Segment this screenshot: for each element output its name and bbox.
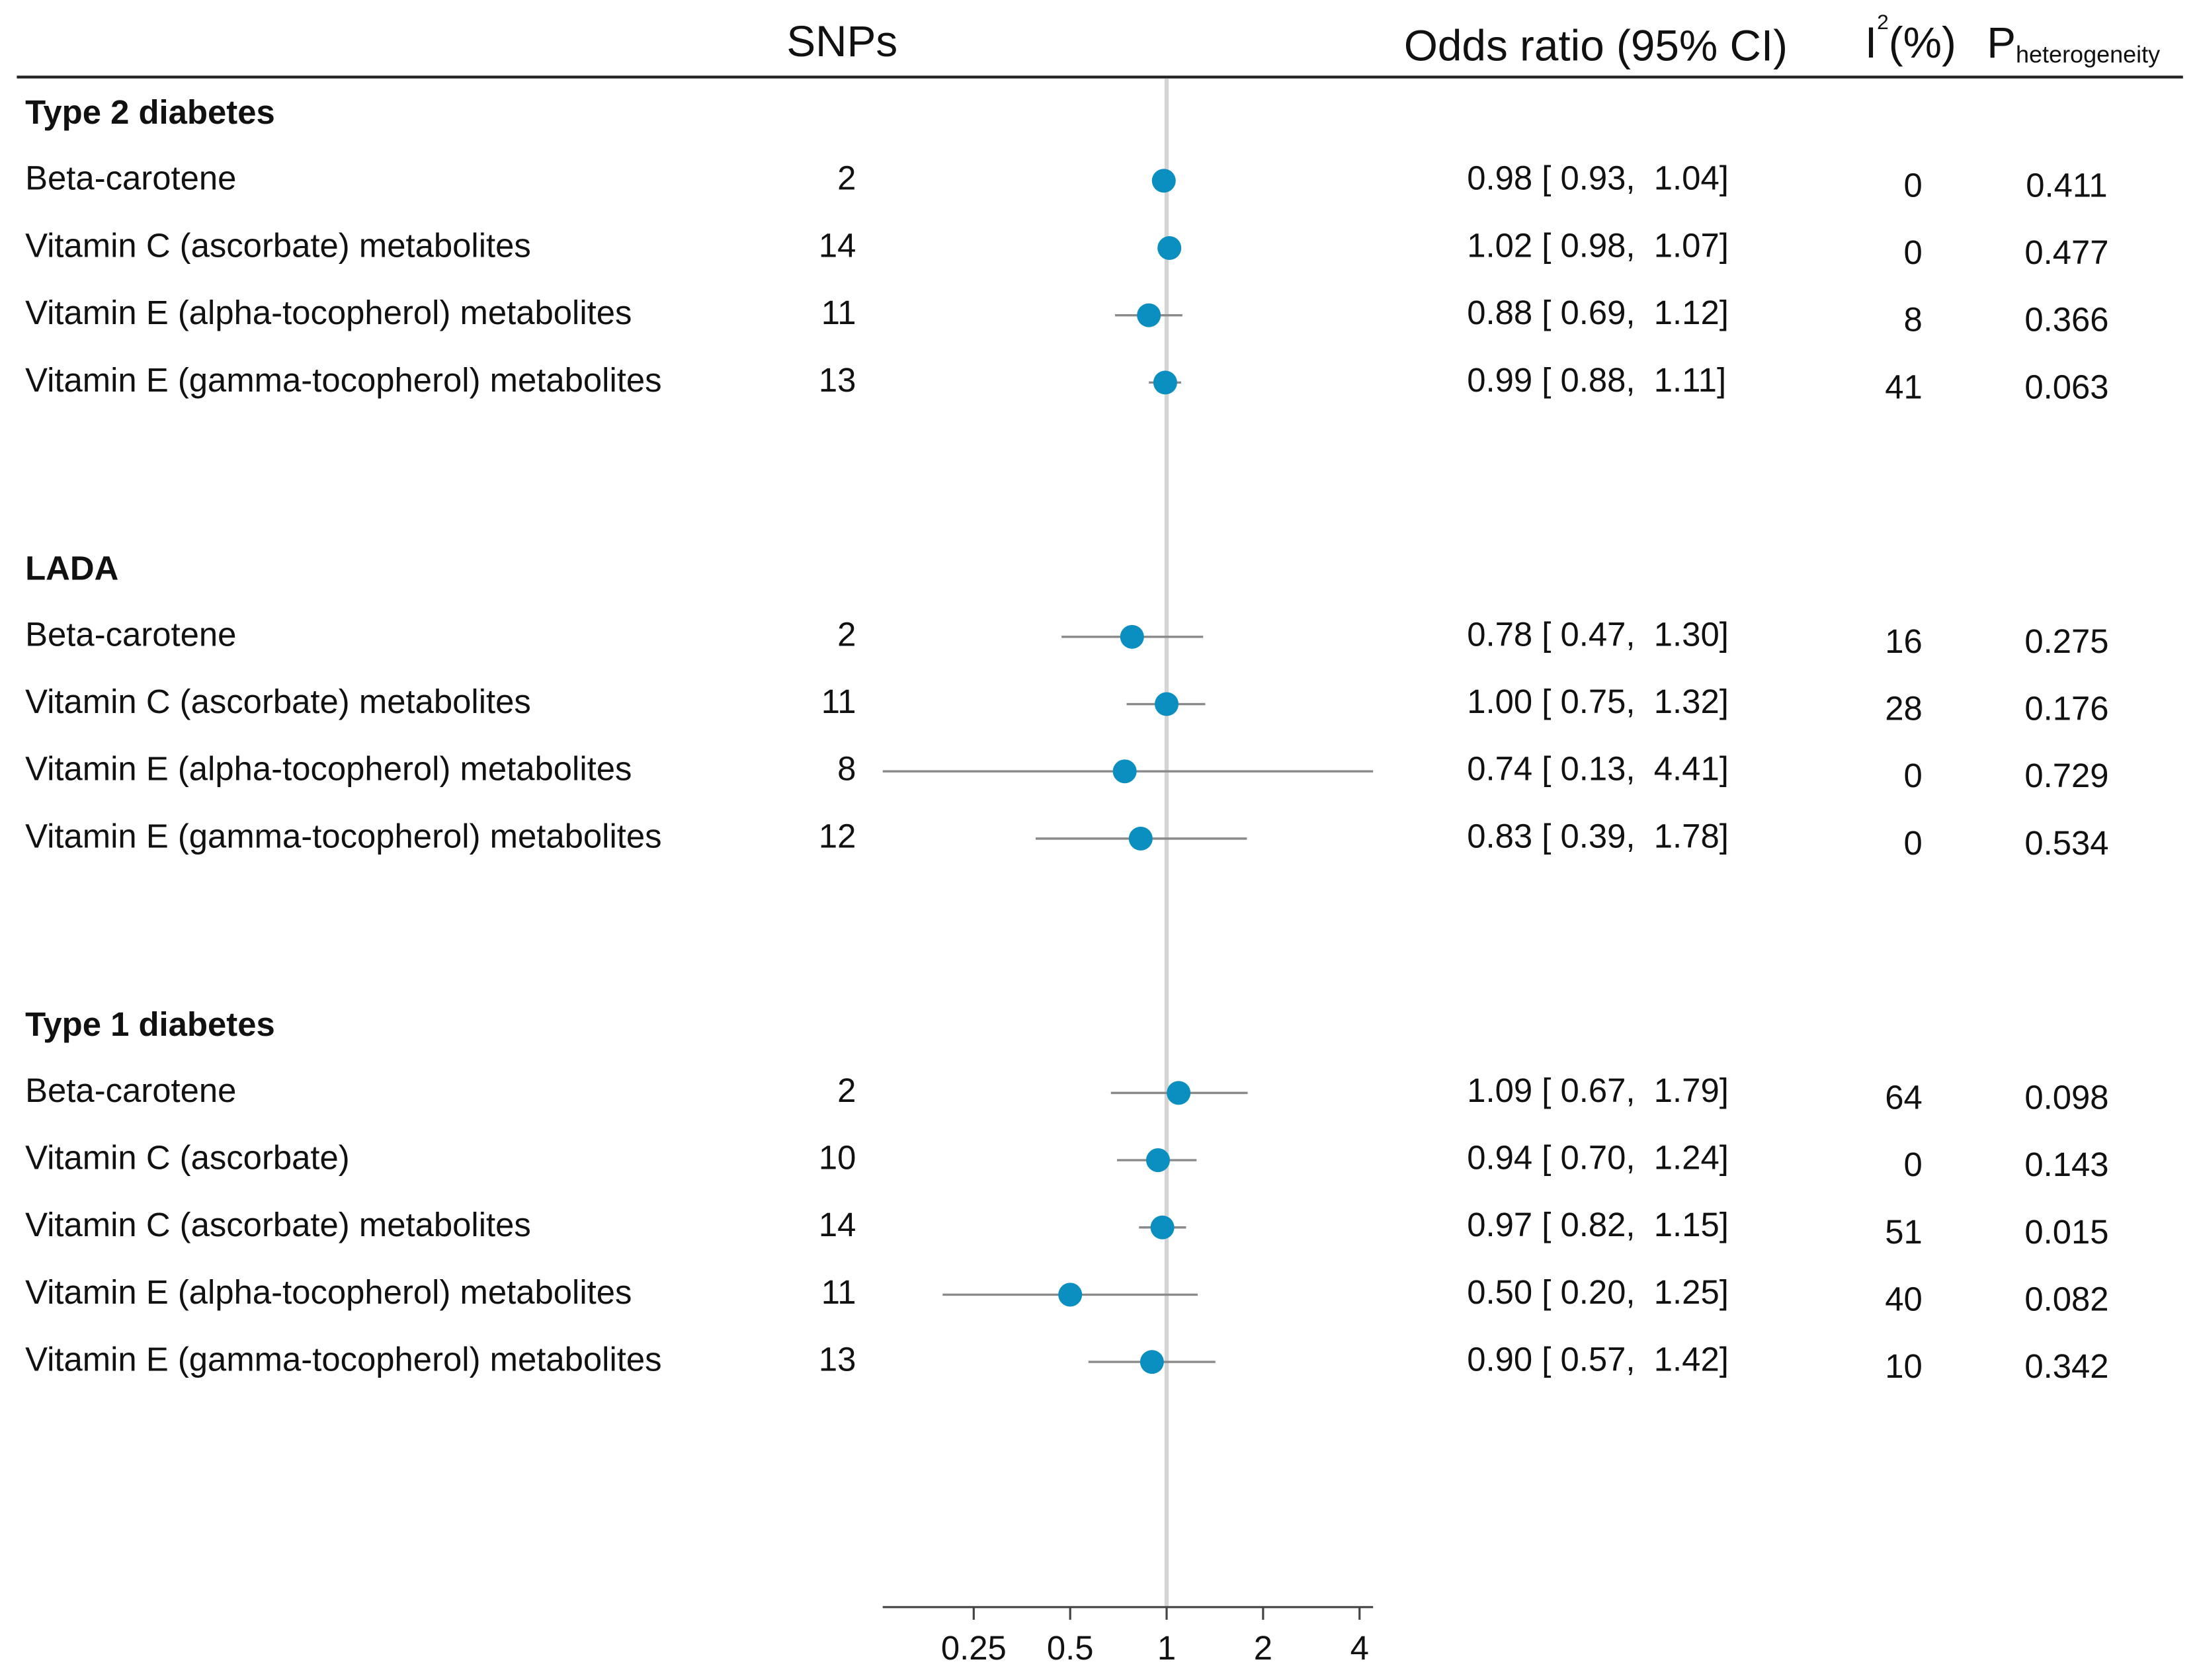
p-het: 0.143 [2024, 1146, 2108, 1183]
point-estimate [1167, 1081, 1191, 1105]
i2: 0 [1903, 757, 1922, 794]
point-estimate [1153, 370, 1177, 395]
point-estimate [1155, 692, 1179, 716]
or-header: Odds ratio (95% CI) [1404, 21, 1788, 69]
p-het: 0.477 [2024, 233, 2108, 271]
p-het: 0.411 [2026, 166, 2107, 204]
p-het: 0.275 [2024, 622, 2108, 660]
row-label: Vitamin C (ascorbate) metabolites [25, 1206, 531, 1243]
point-estimate [1128, 826, 1153, 851]
p-het: 0.366 [2024, 301, 2108, 339]
snps: 2 [837, 159, 856, 197]
point-estimate [1145, 1148, 1171, 1173]
ci-label: 0.50 [ 0.20, 1.25] [1467, 1273, 1729, 1311]
p-base: P [1987, 19, 2016, 67]
x-tick-label: 0.5 [1047, 1629, 1094, 1667]
i2: 28 [1885, 690, 1923, 728]
row-label: Vitamin C (ascorbate) metabolites [25, 683, 531, 720]
p-het: 0.176 [2024, 690, 2108, 728]
i2: 51 [1885, 1213, 1923, 1251]
i2: 8 [1903, 301, 1922, 339]
i2: 10 [1885, 1347, 1923, 1385]
ci-label: 1.00 [ 0.75, 1.32] [1467, 683, 1729, 720]
ci-label: 0.88 [ 0.69, 1.12] [1467, 294, 1729, 331]
p-het: 0.534 [2024, 824, 2108, 862]
snps: 11 [821, 683, 856, 720]
snps: 11 [821, 294, 856, 331]
i2-base: I [1865, 19, 1877, 67]
i2: 40 [1885, 1280, 1923, 1318]
point-estimate [1120, 624, 1144, 649]
ci-label: 1.09 [ 0.67, 1.79] [1467, 1071, 1729, 1109]
ci-label: 0.98 [ 0.93, 1.04] [1467, 159, 1729, 197]
group-title: LADA [25, 550, 118, 587]
ci-label: 0.94 [ 0.70, 1.24] [1467, 1139, 1729, 1177]
snps: 2 [837, 1071, 856, 1109]
snps: 10 [819, 1139, 856, 1177]
row-label: Vitamin E (gamma-tocopherol) metabolites [25, 1341, 661, 1378]
row-label: Beta-carotene [25, 159, 236, 197]
snps: 8 [837, 750, 856, 788]
i2: 16 [1885, 622, 1923, 660]
ci-label: 0.74 [ 0.13, 4.41] [1467, 750, 1729, 788]
row-label: Vitamin E (alpha-tocopherol) metabolites [25, 294, 632, 331]
row-label: Vitamin C (ascorbate) [25, 1139, 350, 1177]
i2: 41 [1885, 368, 1923, 405]
x-tick-label: 1 [1157, 1629, 1176, 1667]
p-het: 0.098 [2024, 1078, 2108, 1116]
ci-label: 1.02 [ 0.98, 1.07] [1467, 226, 1729, 264]
row-label: Beta-carotene [25, 615, 236, 653]
ci-label: 0.78 [ 0.47, 1.30] [1467, 615, 1729, 653]
snps: 12 [819, 817, 856, 855]
group-title: Type 1 diabetes [25, 1005, 275, 1043]
snps: 11 [821, 1273, 856, 1311]
point-estimate [1137, 303, 1161, 327]
ci-label: 0.83 [ 0.39, 1.78] [1467, 817, 1729, 855]
group-title: Type 2 diabetes [25, 93, 275, 131]
p-header: Pheterogeneity [1987, 19, 2160, 67]
i2: 64 [1885, 1078, 1923, 1116]
point-estimate [1140, 1350, 1164, 1374]
i2-sup: 2 [1877, 10, 1889, 34]
i2-rest: (%) [1889, 19, 1956, 67]
snps: 13 [819, 1341, 856, 1378]
p-het: 0.063 [2024, 368, 2108, 405]
i2: 0 [1903, 233, 1922, 271]
p-het: 0.342 [2024, 1347, 2108, 1385]
snps: 14 [819, 1206, 856, 1243]
i2-header: I2(%) [1865, 10, 1956, 67]
point-estimate [1058, 1282, 1083, 1307]
row-label: Vitamin E (alpha-tocopherol) metabolites [25, 1273, 632, 1311]
i2: 0 [1903, 1146, 1922, 1183]
x-tick-label: 2 [1254, 1629, 1272, 1667]
row-label: Vitamin E (gamma-tocopherol) metabolites [25, 361, 661, 399]
i2: 0 [1903, 824, 1922, 862]
point-estimate [1157, 235, 1182, 260]
snps-header: SNPs [786, 17, 897, 65]
i2: 0 [1903, 166, 1922, 204]
snps: 13 [819, 361, 856, 399]
x-tick-label: 4 [1350, 1629, 1369, 1667]
p-sub: heterogeneity [2016, 40, 2160, 67]
point-estimate [1112, 759, 1137, 784]
ci-label: 0.90 [ 0.57, 1.42] [1467, 1341, 1729, 1378]
point-estimate [1150, 1215, 1175, 1239]
p-het: 0.082 [2024, 1280, 2108, 1318]
snps: 2 [837, 615, 856, 653]
point-estimate [1151, 169, 1176, 193]
p-het: 0.729 [2024, 757, 2108, 794]
ci-label: 0.99 [ 0.88, 1.11] [1467, 361, 1726, 399]
p-het: 0.015 [2024, 1213, 2108, 1251]
row-label: Vitamin E (alpha-tocopherol) metabolites [25, 750, 632, 788]
ci-label: 0.97 [ 0.82, 1.15] [1467, 1206, 1729, 1243]
row-label: Vitamin C (ascorbate) metabolites [25, 226, 531, 264]
row-label: Vitamin E (gamma-tocopherol) metabolites [25, 817, 661, 855]
row-label: Beta-carotene [25, 1071, 236, 1109]
x-tick-label: 0.25 [941, 1629, 1007, 1667]
snps: 14 [819, 226, 856, 264]
